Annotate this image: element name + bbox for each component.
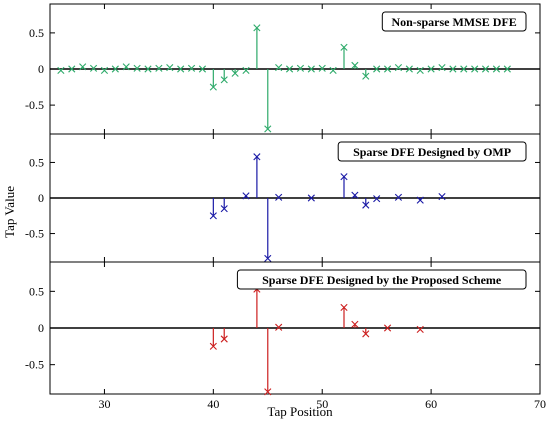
x-axis-label: Tap Position	[267, 404, 333, 419]
stem-marker	[242, 192, 250, 200]
legend-box	[236, 269, 527, 290]
stem-marker	[220, 335, 228, 343]
stem-marker	[394, 63, 403, 72]
stem-marker	[318, 64, 326, 72]
stem-marker	[307, 65, 315, 73]
stem-marker	[373, 195, 381, 203]
stem-marker	[340, 43, 348, 51]
stem-marker	[209, 342, 217, 350]
stem-marker	[438, 192, 446, 201]
stem-marker	[362, 330, 370, 338]
stem-marker	[329, 66, 337, 75]
y-tick-label: -0.5	[25, 227, 44, 241]
stem-marker	[253, 153, 261, 161]
y-tick-label: 0	[38, 191, 44, 205]
stem-marker	[68, 65, 76, 73]
stem-marker	[89, 64, 98, 72]
x-tick-label: 70	[534, 397, 546, 411]
stem-marker	[394, 193, 403, 201]
stem-marker	[481, 65, 490, 73]
y-tick-label: 0	[38, 62, 44, 76]
stem-marker	[503, 65, 511, 73]
stem-marker	[383, 65, 392, 73]
stem-marker	[307, 194, 315, 202]
stem-marker	[264, 388, 272, 396]
stem-marker	[471, 65, 479, 73]
stem-marker	[275, 63, 283, 72]
y-tick-label: -0.5	[25, 98, 44, 112]
stem-marker	[187, 64, 196, 72]
stem-marker	[155, 64, 163, 72]
stem-marker	[340, 173, 348, 181]
stem-marker	[253, 24, 261, 32]
y-tick-label: 0.5	[29, 284, 44, 298]
stem-marker	[100, 66, 109, 75]
stem-marker	[231, 69, 239, 77]
legend-label: Sparse DFE Designed by OMP	[353, 145, 511, 159]
stem-marker	[264, 125, 272, 133]
stem-marker	[416, 66, 424, 75]
x-tick-label: 30	[98, 397, 110, 411]
stem-marker	[373, 65, 381, 73]
stem-marker	[133, 64, 141, 72]
stem-marker	[57, 66, 65, 75]
stem-marker	[166, 63, 174, 72]
legend-label: Non-sparse MMSE DFE	[391, 15, 516, 29]
stem-marker	[209, 83, 217, 91]
stem-marker	[427, 65, 435, 73]
stem-marker	[296, 64, 305, 72]
stem-marker	[144, 65, 152, 73]
stem-marker	[416, 325, 424, 334]
y-tick-label: 0	[38, 321, 44, 335]
stem-marker	[285, 65, 294, 73]
x-tick-label: 50	[316, 397, 328, 411]
stem-marker	[264, 254, 272, 263]
stem-marker	[242, 66, 250, 75]
stem-marker	[405, 65, 413, 73]
stem-marker	[351, 61, 359, 69]
stem-marker	[416, 196, 424, 204]
y-tick-label: -0.5	[25, 358, 44, 372]
stem-marker	[111, 65, 119, 73]
stem-marker	[362, 72, 370, 80]
x-tick-label: 40	[207, 397, 219, 411]
stem-marker	[460, 65, 468, 73]
stem-marker	[209, 212, 217, 220]
y-tick-label: 0.5	[29, 26, 44, 40]
stem-marker	[449, 65, 457, 73]
stem-marker	[340, 303, 348, 312]
stem-marker	[351, 191, 359, 199]
stem-marker	[198, 65, 207, 73]
stem-marker	[220, 205, 228, 213]
y-axis-label: Tap Value	[2, 186, 17, 238]
y-tick-label: 0.5	[29, 155, 44, 169]
legend-label: Sparse DFE Designed by the Proposed Sche…	[262, 273, 502, 287]
stem-marker	[79, 63, 87, 71]
stem-marker	[122, 63, 130, 71]
stem-marker	[275, 193, 283, 201]
stem-marker	[362, 201, 370, 209]
stem-marker	[220, 76, 228, 84]
stem-marker	[438, 63, 446, 72]
legend-box	[337, 141, 527, 162]
stem-marker	[275, 323, 283, 331]
legend-box	[381, 11, 527, 32]
stem-marker	[177, 65, 185, 73]
stem-marker	[351, 320, 359, 328]
stem-marker	[383, 324, 392, 332]
stem-marker	[492, 65, 501, 73]
x-tick-label: 60	[425, 397, 437, 411]
